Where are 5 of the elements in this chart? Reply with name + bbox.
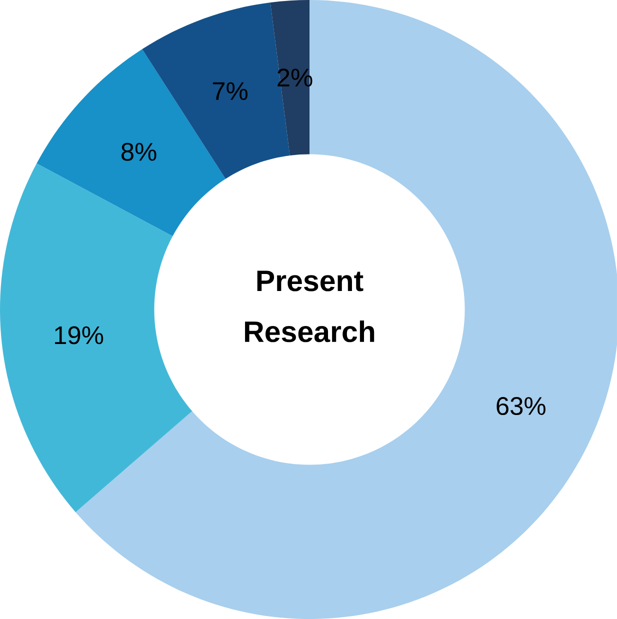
text: Present Research (245, 270, 374, 342)
data-label: 7% (212, 82, 248, 100)
data-label: 63% (496, 397, 546, 416)
data-label: 8% (122, 142, 156, 161)
data-label: 19% (55, 326, 104, 344)
